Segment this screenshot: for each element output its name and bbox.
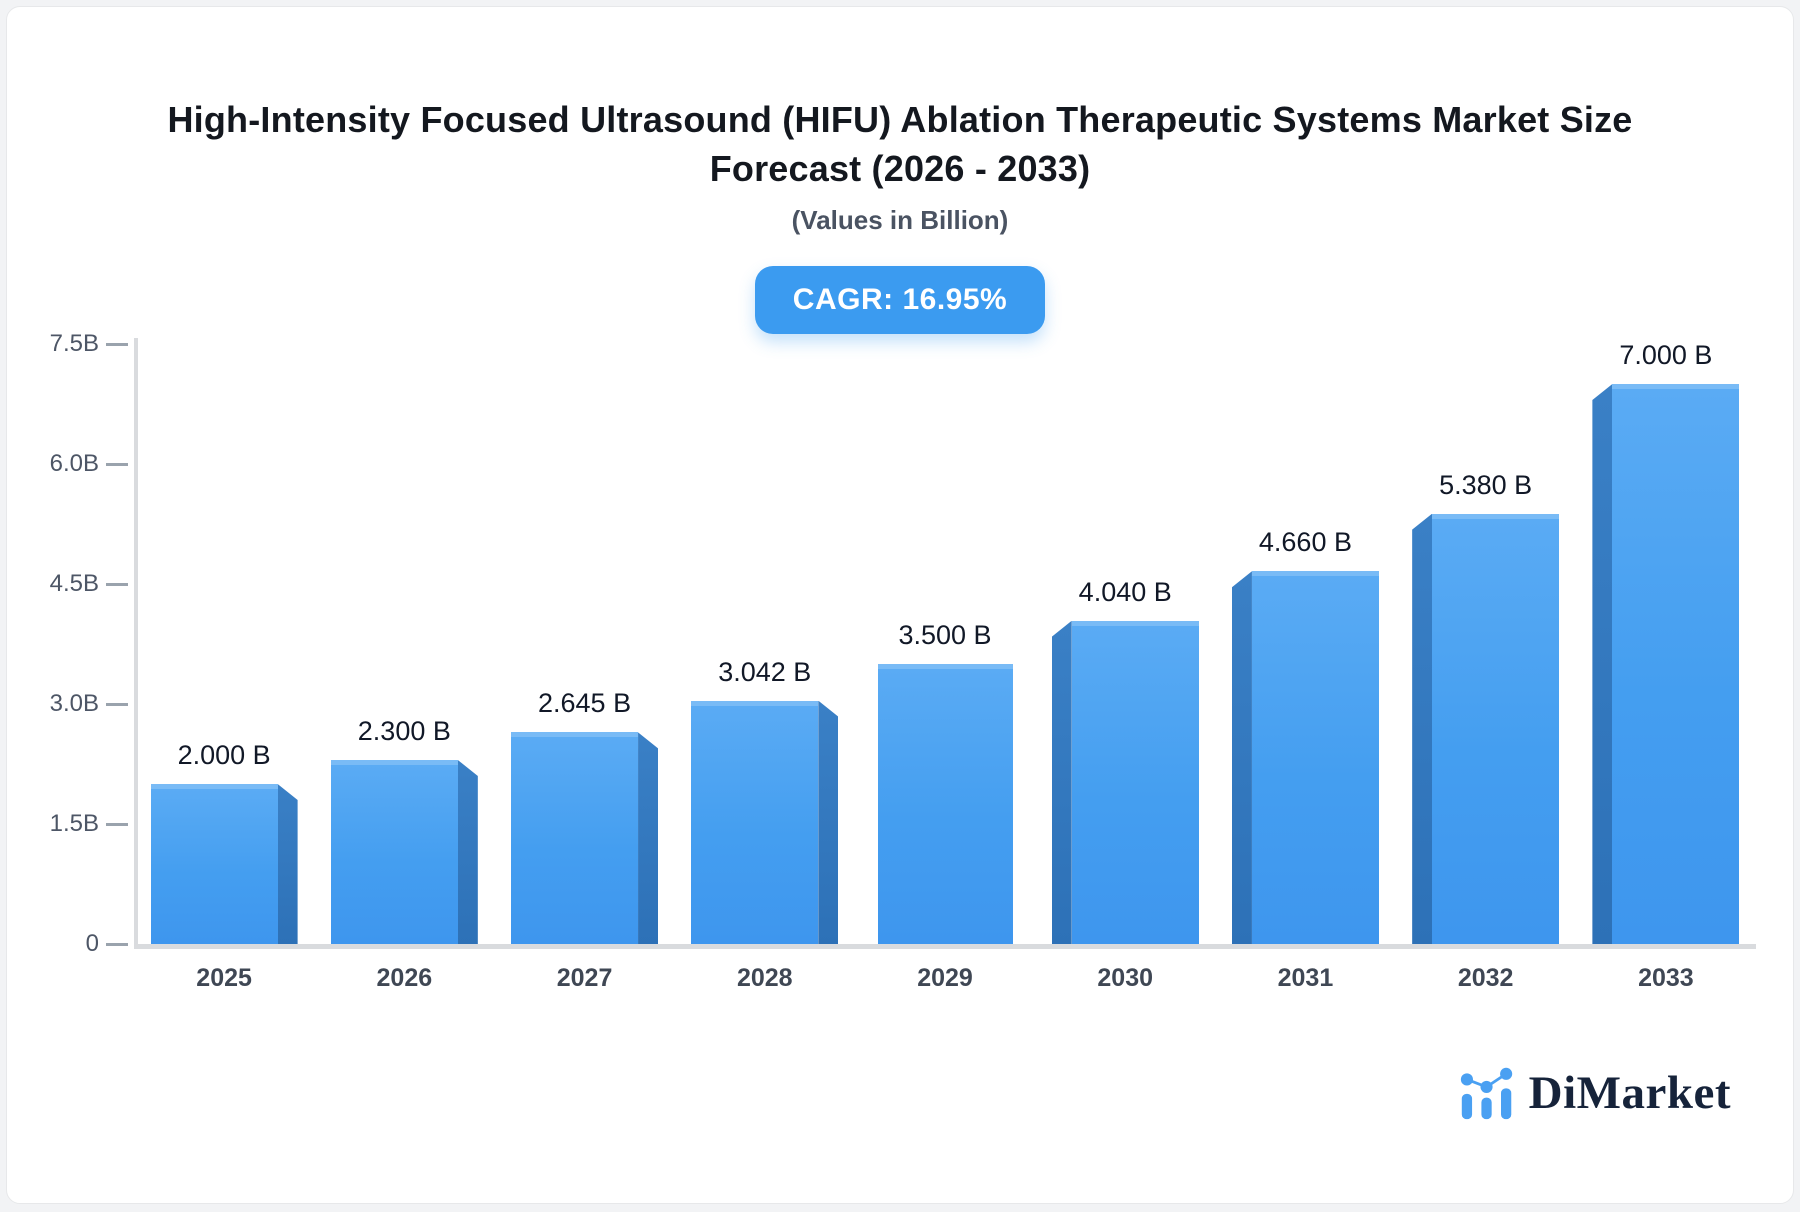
- y-tick-mark: [106, 823, 128, 826]
- bar: [1612, 384, 1740, 944]
- bar-value-label: 2.645 B: [538, 688, 632, 719]
- x-axis-year-label: 2026: [376, 964, 433, 992]
- y-tick-mark: [106, 343, 128, 346]
- bar-side-face: [1051, 620, 1072, 944]
- bar-side-face: [1231, 571, 1252, 944]
- bar-side-face: [457, 760, 478, 944]
- y-tick-label: 7.5B: [49, 330, 99, 357]
- bar-value-label: 7.000 B: [1619, 340, 1713, 370]
- y-tick-label: 0: [85, 930, 99, 957]
- y-tick-mark: [106, 943, 128, 946]
- x-axis-year-label: 2032: [1457, 964, 1514, 992]
- bar-value-label: 3.500 B: [898, 620, 992, 650]
- brand-logo: DiMarket: [1459, 1065, 1731, 1121]
- bar: [691, 700, 819, 944]
- x-axis-year-label: 2028: [736, 964, 793, 992]
- bar-side-face: [638, 732, 659, 944]
- bar: [1071, 620, 1199, 944]
- x-axis-year-label: 2025: [196, 964, 252, 992]
- bar-value-label: 5.380 B: [1439, 469, 1533, 500]
- x-axis-year-label: 2027: [556, 964, 613, 992]
- bar-value-label: 4.660 B: [1258, 527, 1352, 558]
- chart-header: High-Intensity Focused Ultrasound (HIFU)…: [7, 7, 1793, 334]
- bar-chart-trend-icon: [1460, 1067, 1512, 1120]
- x-axis-year-label: 2029: [917, 964, 973, 992]
- bar-side-face: [277, 784, 298, 944]
- bar: [330, 760, 458, 944]
- bar: [511, 732, 639, 944]
- bar-side-face: [1592, 384, 1613, 944]
- y-tick-label: 1.5B: [49, 810, 99, 837]
- bar: [150, 784, 278, 944]
- bar-side-face: [1412, 513, 1433, 944]
- bar-side-face: [818, 700, 839, 944]
- y-tick-label: 4.5B: [49, 570, 99, 597]
- y-tick-mark: [106, 583, 128, 586]
- x-axis-year-label: 2031: [1277, 964, 1334, 992]
- x-axis-year-label: 2030: [1097, 964, 1154, 992]
- y-axis-line: [134, 338, 138, 949]
- y-tick-label: 6.0B: [49, 450, 99, 477]
- y-tick-label: 3.0B: [49, 690, 99, 717]
- y-tick-mark: [106, 463, 128, 466]
- bar: [1432, 513, 1560, 944]
- bar-chart-plot-area: 7.5B 6.0B 4.5B 3.0B 1.5B 0 2.000 B 2025 2.300 B 2…: [7, 7, 1793, 1203]
- chart-card: High-Intensity Focused Ultrasound (HIFU)…: [6, 6, 1794, 1204]
- y-tick-mark: [106, 703, 128, 706]
- bar-value-label: 3.042 B: [718, 656, 812, 687]
- x-axis-baseline: [134, 944, 1756, 949]
- bar-value-label: 2.000 B: [177, 740, 271, 770]
- chart-subtitle: (Values in Billion): [791, 205, 1009, 235]
- cagr-badge: CAGR: 16.95%: [754, 266, 1046, 334]
- bar-value-label: 4.040 B: [1078, 576, 1172, 607]
- x-axis-year-label: 2033: [1638, 964, 1694, 992]
- chart-title: High-Intensity Focused Ultrasound (HIFU)…: [167, 99, 1633, 189]
- bar: [1251, 571, 1379, 944]
- bar: [877, 664, 1013, 944]
- brand-logo-text: DiMarket: [1528, 1067, 1731, 1119]
- bar-value-label: 2.300 B: [357, 716, 451, 746]
